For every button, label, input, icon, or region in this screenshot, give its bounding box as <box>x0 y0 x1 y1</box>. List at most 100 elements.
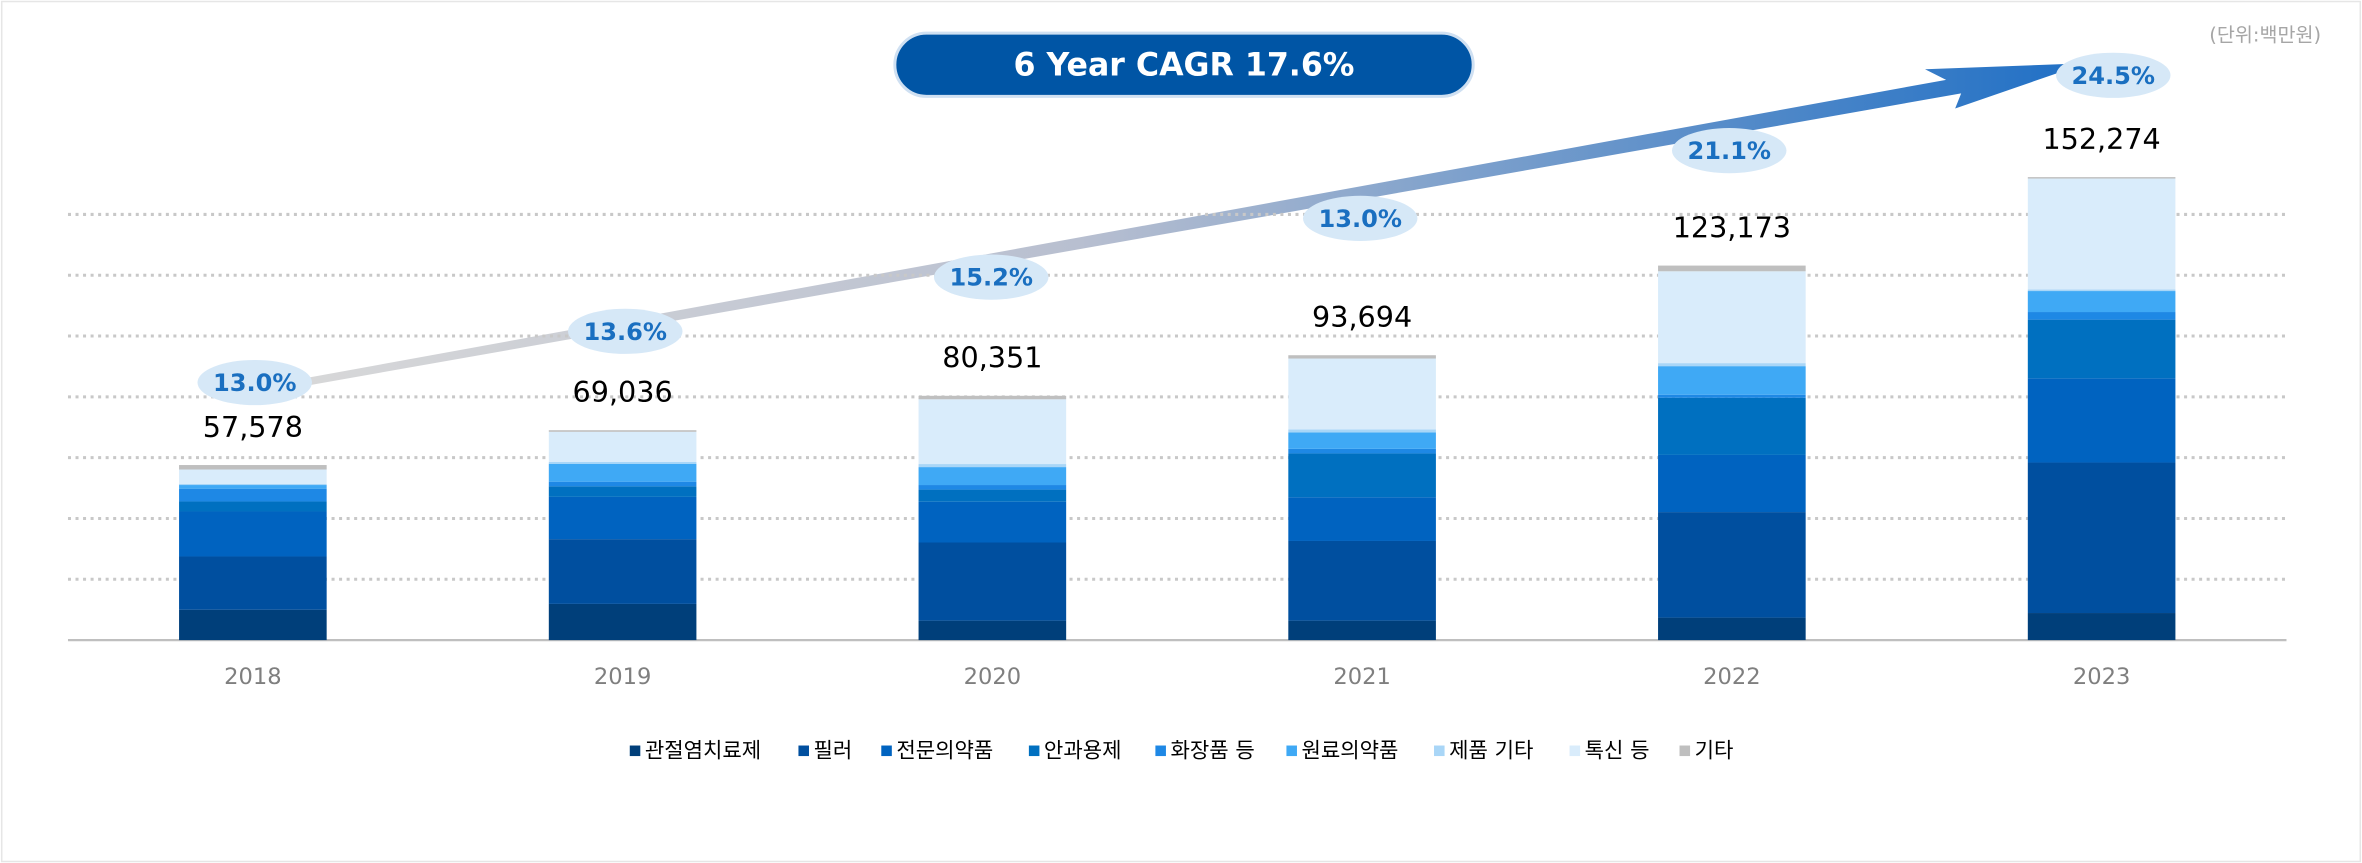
legend-label: 안과용제 <box>1044 738 1122 763</box>
bar-segment <box>2027 462 2176 614</box>
bar-segment <box>548 481 697 487</box>
bar-segment <box>1658 512 1806 618</box>
bar-segment <box>179 501 327 512</box>
bar-segment <box>179 465 327 470</box>
bar-segment <box>2027 312 2176 320</box>
bar-segment <box>2027 178 2176 290</box>
bar-segment <box>2027 177 2176 179</box>
bar-segment <box>179 556 327 610</box>
total-label: 57,578 <box>203 410 303 444</box>
growth-bubble <box>1302 195 1418 241</box>
growth-label: 13.0% <box>213 369 297 397</box>
x-tick-label: 2021 <box>1333 664 1390 690</box>
growth-bubble <box>2056 52 2171 98</box>
bar-segment <box>1658 454 1806 513</box>
growth-arrow <box>256 63 2087 395</box>
legend-label: 화장품 등 <box>1170 738 1254 763</box>
bar-segment <box>548 431 697 462</box>
bar-segment <box>179 485 327 489</box>
legend-label: 전문의약품 <box>896 738 993 763</box>
x-tick-label: 2020 <box>964 664 1021 690</box>
chart-title: 6 Year CAGR 17.6% <box>1014 47 1355 83</box>
legend-label: 톡신 등 <box>1585 738 1650 763</box>
growth-bubble <box>1671 128 1787 174</box>
legend-swatch <box>1569 745 1581 757</box>
legend-label: 기타 <box>1695 738 1734 763</box>
bar-segment <box>918 489 1067 502</box>
bar-segment <box>2027 378 2176 463</box>
bar-segment <box>179 511 327 557</box>
legend-swatch <box>629 745 641 757</box>
bar-segment <box>2027 319 2176 379</box>
bar-segment <box>1288 448 1436 454</box>
bar-segment <box>1288 497 1436 541</box>
bar-segment <box>1658 397 1806 455</box>
bar-segment <box>179 609 327 641</box>
legend-label: 원료의약품 <box>1301 738 1398 763</box>
growth-bubble <box>197 359 312 406</box>
bar-segment <box>179 469 327 484</box>
bar-segment <box>1658 617 1806 641</box>
bar-segment <box>2027 291 2176 313</box>
growth-label: 15.2% <box>949 264 1033 292</box>
bar-segment <box>548 430 697 432</box>
total-label: 123,173 <box>1673 210 1791 244</box>
bar-segment <box>918 395 1067 400</box>
x-tick-label: 2022 <box>1703 664 1760 690</box>
legend-swatch <box>1679 745 1691 757</box>
unit-label: (단위:백만원) <box>2209 24 2321 47</box>
bar-segment <box>179 488 327 502</box>
bar-segment <box>548 539 697 604</box>
bar-segment <box>1288 432 1436 449</box>
legend-swatch <box>1286 745 1297 757</box>
bar-segment <box>918 467 1067 486</box>
legend-label: 관절염치료제 <box>645 738 761 763</box>
legend-label: 필러 <box>814 738 853 763</box>
bar-segment <box>2027 289 2176 292</box>
growth-label: 21.1% <box>1687 137 1771 165</box>
total-label: 80,351 <box>942 341 1042 375</box>
bar-segment <box>1658 363 1806 367</box>
bar-segment <box>548 463 697 482</box>
bar-segment <box>1288 620 1436 641</box>
legend-swatch <box>798 745 809 757</box>
legend-swatch <box>881 745 892 757</box>
bar-segment <box>179 483 327 486</box>
bar-segment <box>548 603 697 641</box>
bar-segment <box>1288 355 1436 359</box>
title-pill <box>893 31 1475 98</box>
bar-segment <box>1288 540 1436 621</box>
bar-segment <box>1658 394 1806 398</box>
bar-segment <box>918 501 1067 543</box>
growth-bubble <box>568 308 683 354</box>
bar-segment <box>1658 271 1806 364</box>
bar-segment <box>1288 358 1436 430</box>
total-label: 69,036 <box>573 375 673 409</box>
total-label: 93,694 <box>1312 300 1412 334</box>
growth-label: 13.6% <box>583 318 667 346</box>
bar-segment <box>918 399 1067 465</box>
x-tick-label: 2019 <box>594 664 651 690</box>
bar-segment <box>1658 366 1806 395</box>
growth-label: 13.0% <box>1318 205 1402 233</box>
growth-bubble <box>933 254 1049 300</box>
bar-segment <box>918 542 1067 621</box>
bar-segment <box>548 461 697 464</box>
bar-segment <box>2027 613 2176 641</box>
legend-swatch <box>1434 745 1445 757</box>
bar-segment <box>918 464 1067 468</box>
legend-swatch <box>1155 745 1166 757</box>
bar-segment <box>918 485 1067 490</box>
bar-segment <box>1288 429 1436 433</box>
total-label: 152,274 <box>2042 122 2160 156</box>
legend-swatch <box>1028 745 1040 757</box>
x-tick-label: 2018 <box>224 664 281 690</box>
bar-segment <box>548 486 697 497</box>
x-tick-label: 2023 <box>2073 664 2130 690</box>
bar-segment <box>1658 265 1806 272</box>
legend-label: 제품 기타 <box>1449 738 1533 763</box>
bar-segment <box>1288 453 1436 498</box>
bar-segment <box>918 620 1067 641</box>
